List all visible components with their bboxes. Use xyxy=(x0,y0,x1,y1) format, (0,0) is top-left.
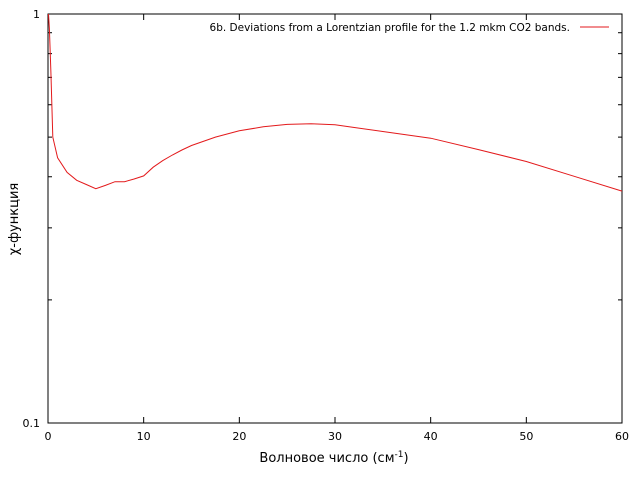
x-axis-label-close: ) xyxy=(403,451,408,466)
y-axis-label: χ-функция xyxy=(7,183,22,255)
plot-frame xyxy=(47,13,623,424)
x-tick-label: 40 xyxy=(424,430,438,443)
x-tick-label: 50 xyxy=(519,430,533,443)
legend-label: 6b. Deviations from a Lorentzian profile… xyxy=(210,22,570,34)
x-axis-label-main: Волновое число (см xyxy=(259,451,394,466)
x-tick-label: 60 xyxy=(615,430,629,443)
x-axis-label-superscript: -1 xyxy=(395,450,404,460)
x-tick-label: 10 xyxy=(137,430,151,443)
series-layer xyxy=(48,13,623,192)
axis-ticks xyxy=(47,13,623,424)
x-tick-label: 20 xyxy=(232,430,246,443)
y-tick-label: 1 xyxy=(33,8,40,21)
axis-tick-labels: 0 10 20 30 40 50 60 0.1 1 xyxy=(23,8,630,443)
x-tick-label: 30 xyxy=(328,430,342,443)
x-tick-label: 0 xyxy=(45,430,52,443)
x-axis-label: Волновое число (см-1) xyxy=(259,450,408,466)
y-tick-label: 0.1 xyxy=(23,417,41,430)
legend: 6b. Deviations from a Lorentzian profile… xyxy=(210,22,609,34)
series-line-0 xyxy=(48,13,623,192)
